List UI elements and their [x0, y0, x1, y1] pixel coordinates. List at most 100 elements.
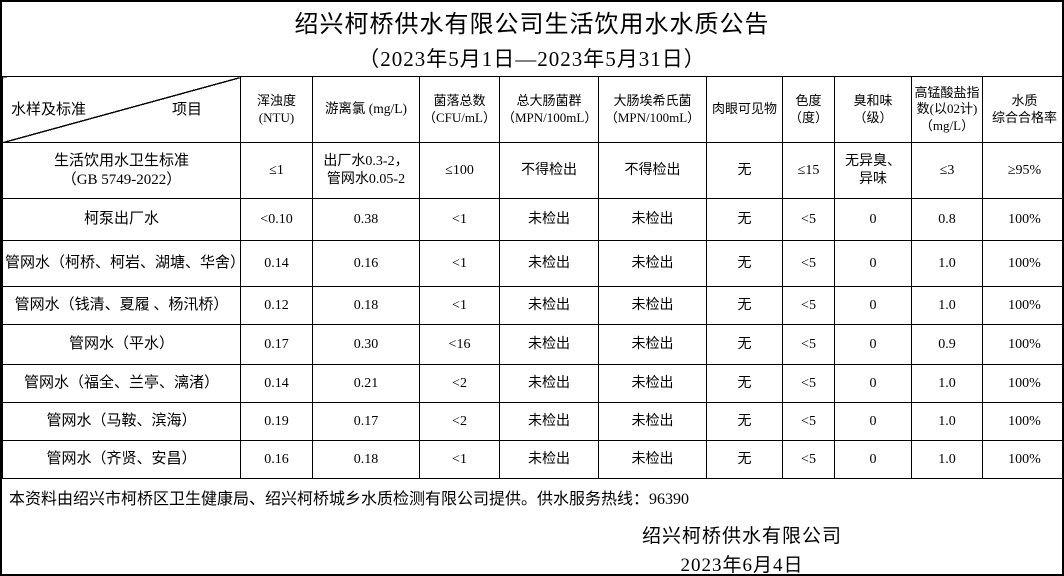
header-total-coliform: 总大肠菌群 （MPN/100mL）	[499, 76, 599, 143]
table-row: 柯泵出厂水 <0.10 0.38 <1 未检出 未检出无 <5 0 0.8 100%	[2, 198, 1062, 241]
value-cell: 100%	[982, 198, 1062, 241]
value-cell: 无	[706, 198, 783, 241]
value-cell: 0.18	[312, 440, 420, 479]
header-overall-pass-rate: 水质 综合合格率	[982, 76, 1062, 143]
value-cell: 未检出	[499, 440, 599, 479]
value-cell: 0.17	[240, 324, 313, 365]
value-cell: 0.12	[240, 286, 313, 325]
page-title: 绍兴柯桥供水有限公司生活饮用水水质公告	[294, 12, 770, 38]
page-subtitle: （2023年5月1日—2023年5月31日）	[358, 46, 706, 71]
header-free-chlorine: 游离氯 (mg/L)	[312, 76, 420, 143]
header-permanganate-index: 高锰酸盐指 数(以02计) （mg/L）	[911, 76, 983, 143]
header-ecoli: 大肠埃希氏菌 （MPN/100mL）	[598, 76, 707, 143]
value-cell: 0.19	[240, 402, 313, 441]
value-cell: 0.17	[312, 402, 420, 441]
value-cell: 出厂水0.3-2， 管网水0.05-2	[312, 142, 420, 199]
title-block: 绍兴柯桥供水有限公司生活饮用水水质公告 （2023年5月1日—2023年5月31…	[2, 2, 1062, 76]
value-cell: 100%	[982, 440, 1062, 479]
value-cell: 无	[706, 402, 783, 441]
value-cell: ≥95%	[982, 142, 1062, 199]
value-cell: 无	[706, 240, 783, 287]
value-cell: 100%	[982, 364, 1062, 403]
value-cell: <5	[782, 324, 835, 365]
value-cell: 0	[834, 198, 912, 241]
value-cell: ≤3	[911, 142, 983, 199]
row-label: 管网水（钱清、夏履 、杨汛桥）	[2, 286, 241, 325]
header-chromaticity: 色度 （度）	[782, 76, 835, 143]
value-cell: 0	[834, 440, 912, 479]
row-label: 管网水（齐贤、安昌）	[2, 440, 241, 479]
value-cell: <2	[419, 364, 500, 403]
value-cell: <1	[419, 440, 500, 479]
row-label: 生活饮用水卫生标准 （GB 5749-2022）	[2, 142, 241, 199]
value-cell: 未检出	[499, 402, 599, 441]
value-cell: 0	[834, 364, 912, 403]
table-header-row: 项目 水样及标准 浑浊度 (NTU) 游离氯 (mg/L) 菌落总数 （CFU/…	[2, 76, 1062, 143]
value-cell: 未检出	[499, 324, 599, 365]
value-cell: 未检出	[499, 240, 599, 287]
header-odor-taste: 臭和味 （级）	[834, 76, 912, 143]
header-visible-matter: 肉眼可见物	[706, 76, 783, 143]
value-cell: <5	[782, 364, 835, 403]
value-cell: 0.8	[911, 198, 983, 241]
value-cell: 无	[706, 142, 783, 199]
table-row: 管网水（柯桥、柯岩、湖塘、华舍） 0.14 0.16 <1 未检出 未检出无 <5 0 1.0 1…	[2, 240, 1062, 287]
value-cell: 0.21	[312, 364, 420, 403]
header-turbidity: 浑浊度 (NTU)	[240, 76, 313, 143]
value-cell: <5	[782, 402, 835, 441]
value-cell: <5	[782, 440, 835, 479]
value-cell: ≤15	[782, 142, 835, 199]
corner-item-label: 项目	[171, 102, 202, 118]
value-cell: 1.0	[911, 364, 983, 403]
table-row: 管网水（马鞍、滨海） 0.19 0.17 <2 未检出 未检出无 <5 0 1.0 100%	[2, 402, 1062, 441]
value-cell: 1.0	[911, 286, 983, 325]
value-cell: 1.0	[911, 440, 983, 479]
value-cell: 0.14	[240, 240, 313, 287]
table-row: 生活饮用水卫生标准 （GB 5749-2022） ≤1 出厂水0.3-2， 管网水0…	[2, 142, 1062, 199]
value-cell: 0	[834, 286, 912, 325]
value-cell: <5	[782, 286, 835, 325]
row-label: 管网水（福全、兰亭、漓渚）	[2, 364, 241, 403]
value-cell: ≤100	[419, 142, 500, 199]
water-quality-table: 项目 水样及标准 浑浊度 (NTU) 游离氯 (mg/L) 菌落总数 （CFU/…	[2, 76, 1062, 479]
value-cell: 0.9	[911, 324, 983, 365]
value-cell: 未检出	[598, 240, 707, 287]
value-cell: 未检出	[598, 364, 707, 403]
value-cell: 无	[706, 364, 783, 403]
value-cell: <16	[419, 324, 500, 365]
value-cell: 100%	[982, 324, 1062, 365]
value-cell: <1	[419, 198, 500, 241]
row-label: 管网水（马鞍、滨海）	[2, 402, 241, 441]
value-cell: 无	[706, 440, 783, 479]
table-row: 管网水（福全、兰亭、漓渚） 0.14 0.21 <2 未检出 未检出无 <5 0 1.0 100%	[2, 364, 1062, 403]
value-cell: 未检出	[598, 198, 707, 241]
value-cell: <5	[782, 198, 835, 241]
value-cell: <5	[782, 240, 835, 287]
value-cell: 1.0	[911, 402, 983, 441]
value-cell: 100%	[982, 286, 1062, 325]
value-cell: 未检出	[598, 324, 707, 365]
row-label: 管网水（柯桥、柯岩、湖塘、华舍）	[2, 240, 241, 287]
value-cell: 0.30	[312, 324, 420, 365]
signature-block: 绍兴柯桥供水有限公司 2023年6月4日	[562, 521, 922, 574]
value-cell: ≤1	[240, 142, 313, 199]
value-cell: 100%	[982, 240, 1062, 287]
value-cell: 0.16	[240, 440, 313, 479]
value-cell: 无	[706, 324, 783, 365]
table-row: 管网水（齐贤、安昌） 0.16 0.18 <1 未检出 未检出无 <5 0 1.0 100%	[2, 440, 1062, 479]
value-cell: 0.14	[240, 364, 313, 403]
value-cell: 0	[834, 402, 912, 441]
footer-block: 本资料由绍兴市柯桥区卫生健康局、绍兴柯桥城乡水质检测有限公司提供。供水服务热线：…	[2, 479, 1062, 574]
value-cell: 无	[706, 286, 783, 325]
value-cell: 0.38	[312, 198, 420, 241]
company-signature: 绍兴柯桥供水有限公司	[641, 526, 842, 547]
value-cell: 无异臭、 异味	[834, 142, 912, 199]
value-cell: 未检出	[598, 402, 707, 441]
row-label: 管网水（平水）	[2, 324, 241, 365]
footer-note: 本资料由绍兴市柯桥区卫生健康局、绍兴柯桥城乡水质检测有限公司提供。供水服务热线：…	[9, 491, 690, 508]
corner-cell: 项目 水样及标准	[2, 76, 241, 143]
value-cell: 100%	[982, 402, 1062, 441]
corner-sample-label: 水样及标准	[11, 102, 87, 119]
table-row: 管网水（钱清、夏履 、杨汛桥） 0.12 0.18 <1 未检出 未检出无 <5 0 1.0 10…	[2, 286, 1062, 325]
